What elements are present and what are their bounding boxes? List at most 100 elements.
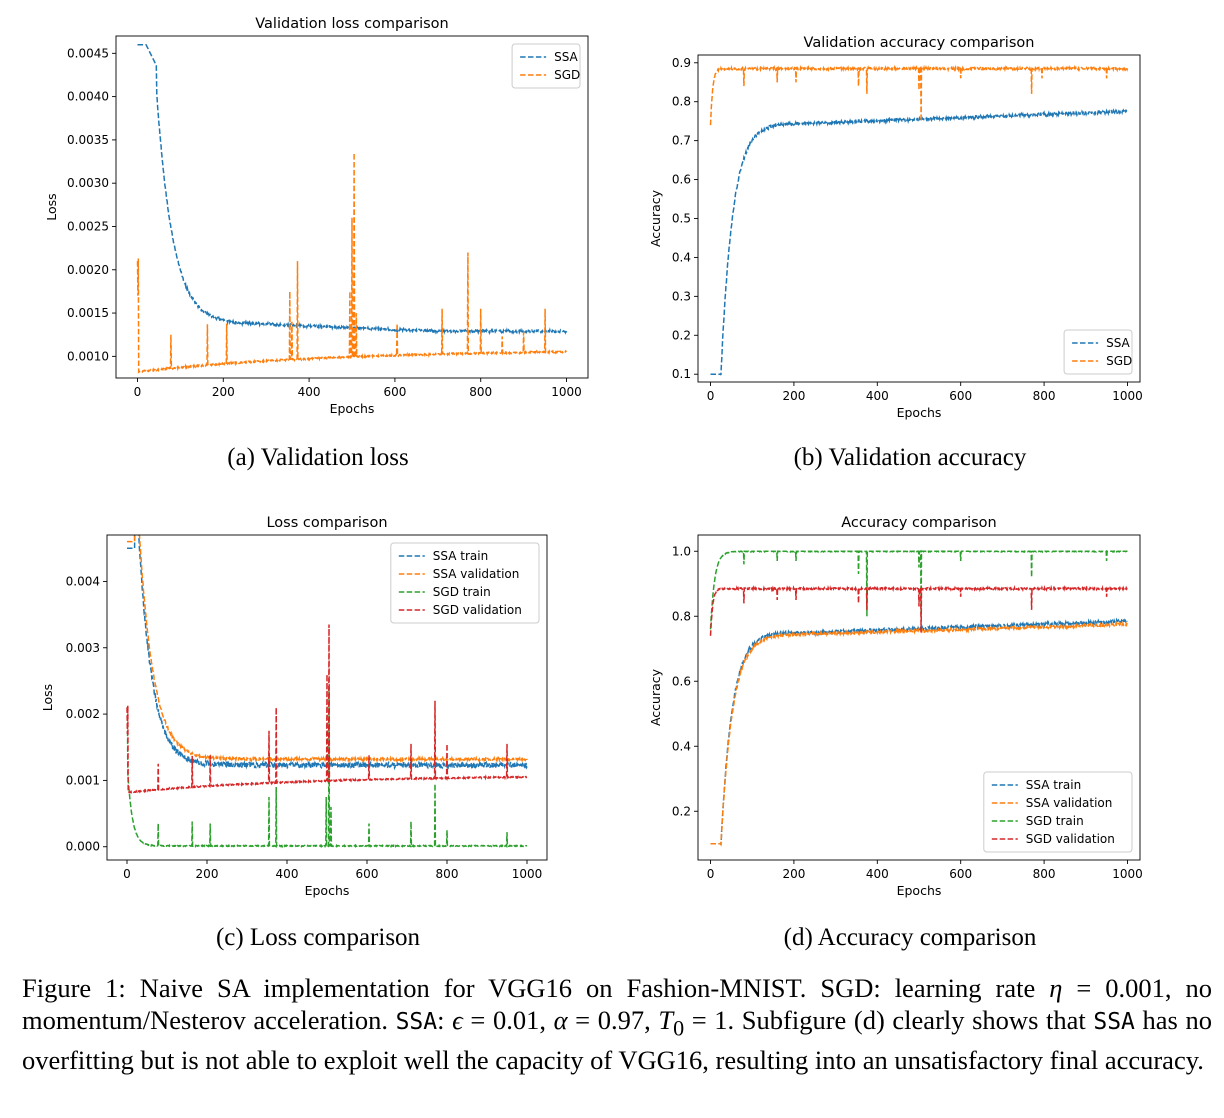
- y-tick-label: 0.1: [672, 367, 691, 381]
- chart-b: Validation accuracy comparison 0 200 400 600…: [612, 0, 1224, 440]
- chart-b-group: Validation accuracy comparison 0 200 400 600…: [648, 35, 1143, 420]
- chart-c-svg: Loss comparison 0 200 400 600 800 1000 0.000 0.0…: [40, 515, 548, 898]
- series-line-ssa-validation: [127, 535, 528, 764]
- caption-eta: η: [1049, 973, 1063, 1003]
- x-tick-label: 0: [123, 867, 131, 881]
- y-tick-label: 0.5: [672, 212, 691, 226]
- legend: SSA SGD: [511, 43, 581, 89]
- x-tick-label: 200: [782, 389, 805, 403]
- y-tick-label: 0.4: [672, 739, 691, 753]
- series-line-sgd: [709, 64, 1129, 126]
- x-tick-label: 400: [866, 389, 889, 403]
- legend-label: SSA validation: [433, 567, 520, 581]
- legend-label: SSA validation: [1026, 796, 1113, 810]
- legend-box: [390, 542, 540, 624]
- legend: SSA train SSA validation SGD train SGD vali…: [390, 542, 540, 624]
- series-line-sgd: [136, 152, 568, 374]
- x-tick-label: 1000: [551, 385, 582, 399]
- plot-frame: [106, 534, 548, 861]
- x-tick-label: 0: [134, 385, 142, 399]
- y-tick-label: 0.000: [66, 840, 100, 854]
- y-tick-label: 0.003: [66, 641, 100, 655]
- x-tick-label: 200: [212, 385, 235, 399]
- x-tick-label: 1000: [1112, 867, 1143, 881]
- chart-a-svg: Validation loss comparison 0 200 400 600 800 1…: [44, 16, 589, 416]
- x-axis-label: Epochs: [330, 401, 375, 416]
- subcaption-b: (b) Validation accuracy: [793, 444, 1027, 471]
- y-tick-label: 0.002: [66, 707, 100, 721]
- x-tick-label: 200: [196, 867, 219, 881]
- caption-epsilon: ϵ: [452, 1005, 463, 1035]
- plot-frame: [697, 534, 1141, 861]
- chart-series-group: [126, 535, 528, 849]
- x-tick-label: 600: [356, 867, 379, 881]
- y-tick-label: 0.7: [672, 134, 691, 148]
- x-axis-label: Epochs: [305, 883, 350, 898]
- y-tick-label: 0.001: [66, 773, 100, 787]
- chart-series-group: [709, 64, 1129, 376]
- subcaption-a: (a) Validation loss: [227, 444, 409, 471]
- series-line-sgd-train: [709, 549, 1128, 630]
- y-tick-label: 0.4: [672, 250, 691, 264]
- series-line-ssa-train: [127, 535, 528, 771]
- series-line-sgd-validation: [126, 624, 528, 794]
- legend-label: SSA train: [1026, 778, 1081, 792]
- caption-t0: T: [658, 1005, 674, 1035]
- chart-series-group: [709, 549, 1129, 847]
- chart-series-group: [136, 43, 568, 374]
- legend-box: [511, 43, 581, 89]
- plot-frame: [115, 35, 589, 379]
- caption-text-6: = 1. Subfigure (d) clearly shows that: [684, 1005, 1094, 1035]
- x-tick-label: 600: [949, 389, 972, 403]
- subcaption-d: (d) Accuracy comparison: [783, 924, 1037, 951]
- subcaption-c: (c) Loss comparison: [215, 924, 421, 951]
- legend: SSA train SSA validation SGD train SGD vali…: [983, 771, 1133, 853]
- y-tick-label: 0.004: [66, 574, 100, 588]
- y-tick-label: 0.0035: [67, 133, 109, 147]
- chart-title: Accuracy comparison: [841, 515, 996, 531]
- legend-label: SSA: [1106, 336, 1130, 350]
- y-tick-label: 0.0020: [67, 263, 109, 277]
- x-tick-label: 0: [707, 867, 715, 881]
- caption-text-3: :: [437, 1005, 453, 1035]
- caption-alpha: α: [553, 1005, 568, 1035]
- caption-text-1: Figure 1: Naive SA implementation for VG…: [22, 973, 1050, 1003]
- x-tick-label: 1000: [1112, 389, 1143, 403]
- y-tick-label: 0.8: [672, 609, 691, 623]
- caption-ssa-2: SSA: [1093, 1009, 1135, 1035]
- y-tick-label: 0.0015: [67, 306, 109, 320]
- series-line-sgd-train: [126, 687, 527, 849]
- x-tick-label: 800: [469, 385, 492, 399]
- y-tick-label: 0.0045: [67, 46, 109, 60]
- x-tick-label: 800: [1033, 867, 1056, 881]
- chart-d-svg: Accuracy comparison 0 200 400 600 800 1000 0.2 0…: [648, 515, 1143, 898]
- legend-label: SGD validation: [1026, 832, 1115, 846]
- y-axis-label: Accuracy: [648, 189, 663, 247]
- y-tick-label: 0.0010: [67, 349, 109, 363]
- y-tick-label: 0.9: [672, 56, 691, 70]
- x-tick-label: 400: [866, 867, 889, 881]
- x-axis-label: Epochs: [897, 883, 942, 898]
- caption-t0-subscript: 0: [673, 1015, 685, 1041]
- x-tick-label: 600: [383, 385, 406, 399]
- caption-text-5: = 0.97,: [567, 1005, 659, 1035]
- y-tick-label: 0.2: [672, 328, 691, 342]
- y-tick-label: 0.3: [672, 289, 691, 303]
- caption-text-4: = 0.01,: [462, 1005, 554, 1035]
- chart-d-group: Accuracy comparison 0 200 400 600 800 1000 0.2 0…: [648, 515, 1143, 898]
- y-tick-label: 0.0040: [67, 90, 109, 104]
- caption-text-7: has no overfitting but is not able to ex…: [22, 1005, 1212, 1076]
- x-tick-label: 0: [707, 389, 715, 403]
- figure-caption: Figure 1: Naive SA implementation for VG…: [22, 972, 1212, 1076]
- x-tick-label: 400: [298, 385, 321, 399]
- series-line-sgd-validation: [709, 584, 1128, 636]
- x-tick-label: 800: [1033, 389, 1056, 403]
- chart-b-svg: Validation accuracy comparison 0 200 400 600…: [648, 35, 1143, 420]
- caption-ssa-1: SSA: [395, 1009, 438, 1035]
- chart-c-group: Loss comparison 0 200 400 600 800 1000 0.000 0.0…: [40, 515, 548, 898]
- x-tick-label: 1000: [512, 867, 543, 881]
- y-tick-label: 0.0030: [67, 176, 109, 190]
- legend: SSA SGD: [1063, 329, 1133, 375]
- x-tick-label: 600: [949, 867, 972, 881]
- x-tick-label: 800: [436, 867, 459, 881]
